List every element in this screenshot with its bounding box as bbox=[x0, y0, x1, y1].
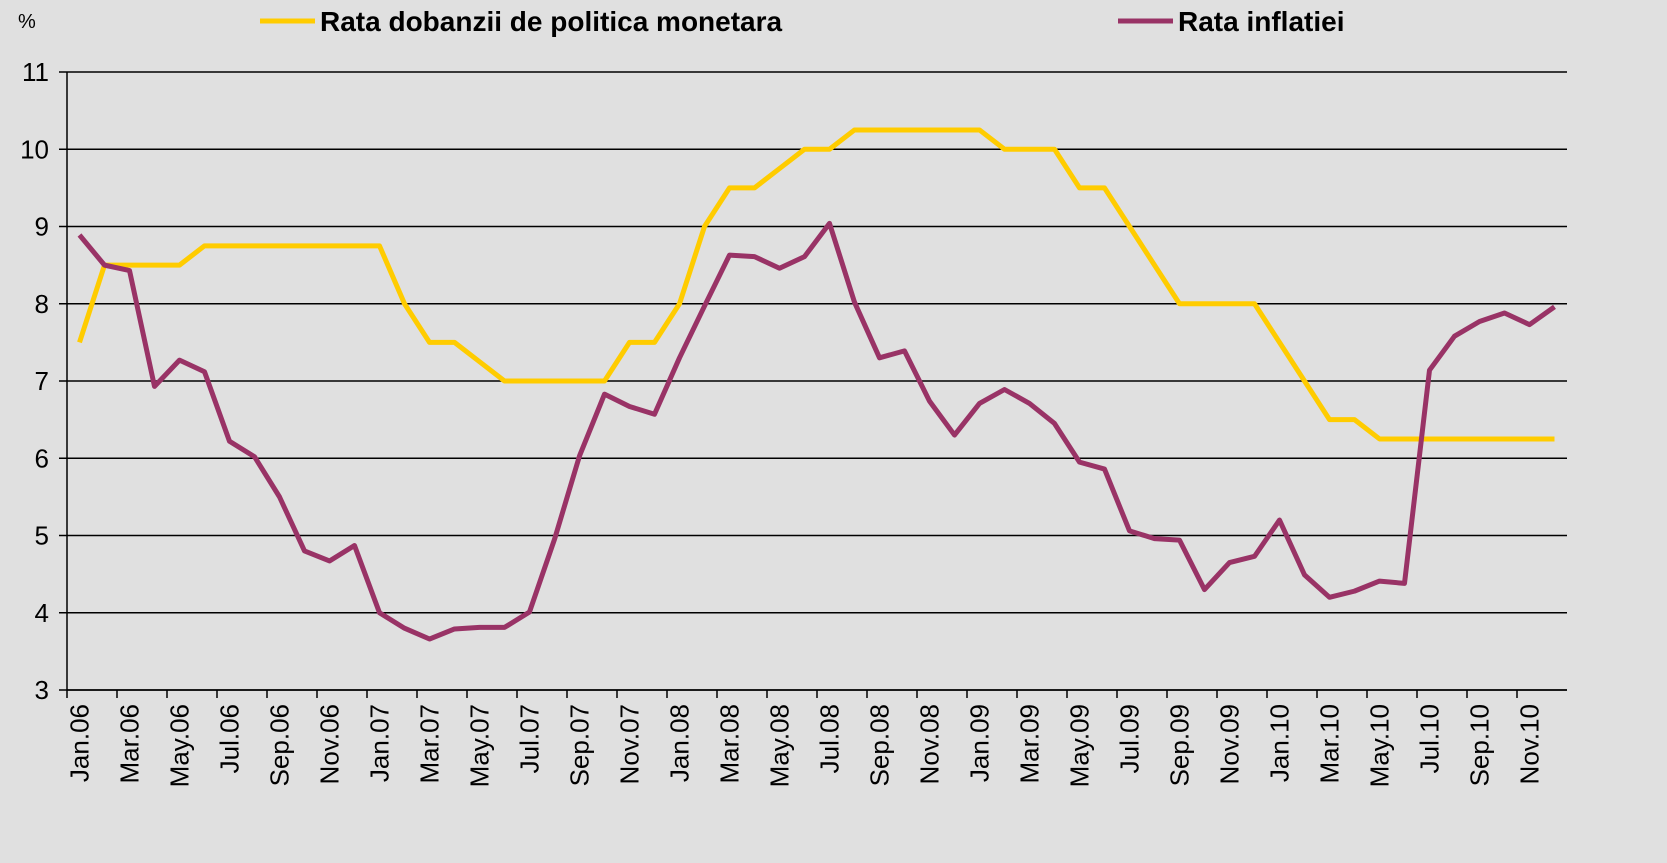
x-tick-label: Mar.09 bbox=[1015, 704, 1045, 784]
legend-label: Rata inflatiei bbox=[1178, 6, 1344, 37]
y-tick-label: 7 bbox=[35, 366, 49, 396]
line-series bbox=[77, 220, 1556, 642]
y-tick-label: 9 bbox=[35, 212, 49, 242]
x-tick-label: May.06 bbox=[165, 704, 195, 787]
x-tick-label: Mar.10 bbox=[1315, 704, 1345, 784]
x-tick-label: Nov.08 bbox=[915, 704, 945, 784]
y-tick-label: 10 bbox=[20, 134, 49, 164]
x-tick-label: May.10 bbox=[1365, 704, 1395, 787]
y-axis-label: % bbox=[18, 11, 36, 33]
x-tick-label: Jan.07 bbox=[365, 704, 395, 782]
legend-label: Rata dobanzii de politica monetara bbox=[320, 6, 783, 37]
x-tick-label: Jan.10 bbox=[1265, 704, 1295, 782]
x-tick-label: Nov.06 bbox=[315, 704, 345, 784]
x-tick-label: Sep.06 bbox=[265, 704, 295, 786]
x-tick-label: Jul.10 bbox=[1415, 704, 1445, 773]
x-tick-label: Mar.06 bbox=[115, 704, 145, 784]
x-tick-label: Jul.07 bbox=[515, 704, 545, 773]
y-tick-label: 6 bbox=[35, 443, 49, 473]
x-tick-label: Jan.06 bbox=[65, 704, 95, 782]
x-tick-label: Jan.09 bbox=[965, 704, 995, 782]
x-tick-label: Jan.08 bbox=[665, 704, 695, 782]
y-tick-label: 5 bbox=[35, 521, 49, 551]
y-tick-label: 4 bbox=[35, 598, 49, 628]
x-tick-label: May.08 bbox=[765, 704, 795, 787]
x-tick-label: Sep.07 bbox=[565, 704, 595, 786]
x-tick-label: May.07 bbox=[465, 704, 495, 787]
y-tick-label: 11 bbox=[22, 57, 49, 87]
x-tick-label: Mar.08 bbox=[715, 704, 745, 784]
x-tick-label: Mar.07 bbox=[415, 704, 445, 784]
x-tick-label: Nov.10 bbox=[1515, 704, 1545, 784]
x-tick-label: May.09 bbox=[1065, 704, 1095, 787]
x-tick-label: Jul.06 bbox=[215, 704, 245, 773]
x-tick-label: Nov.07 bbox=[615, 704, 645, 784]
x-tick-label: Jul.08 bbox=[815, 704, 845, 773]
x-tick-label: Jul.09 bbox=[1115, 704, 1145, 773]
line-series bbox=[77, 127, 1555, 442]
x-tick-label: Sep.09 bbox=[1165, 704, 1195, 786]
x-tick-label: Nov.09 bbox=[1215, 704, 1245, 784]
x-tick-label: Sep.10 bbox=[1465, 704, 1495, 786]
y-tick-label: 8 bbox=[35, 289, 49, 319]
y-tick-label: 3 bbox=[35, 675, 49, 705]
x-tick-label: Sep.08 bbox=[865, 704, 895, 786]
